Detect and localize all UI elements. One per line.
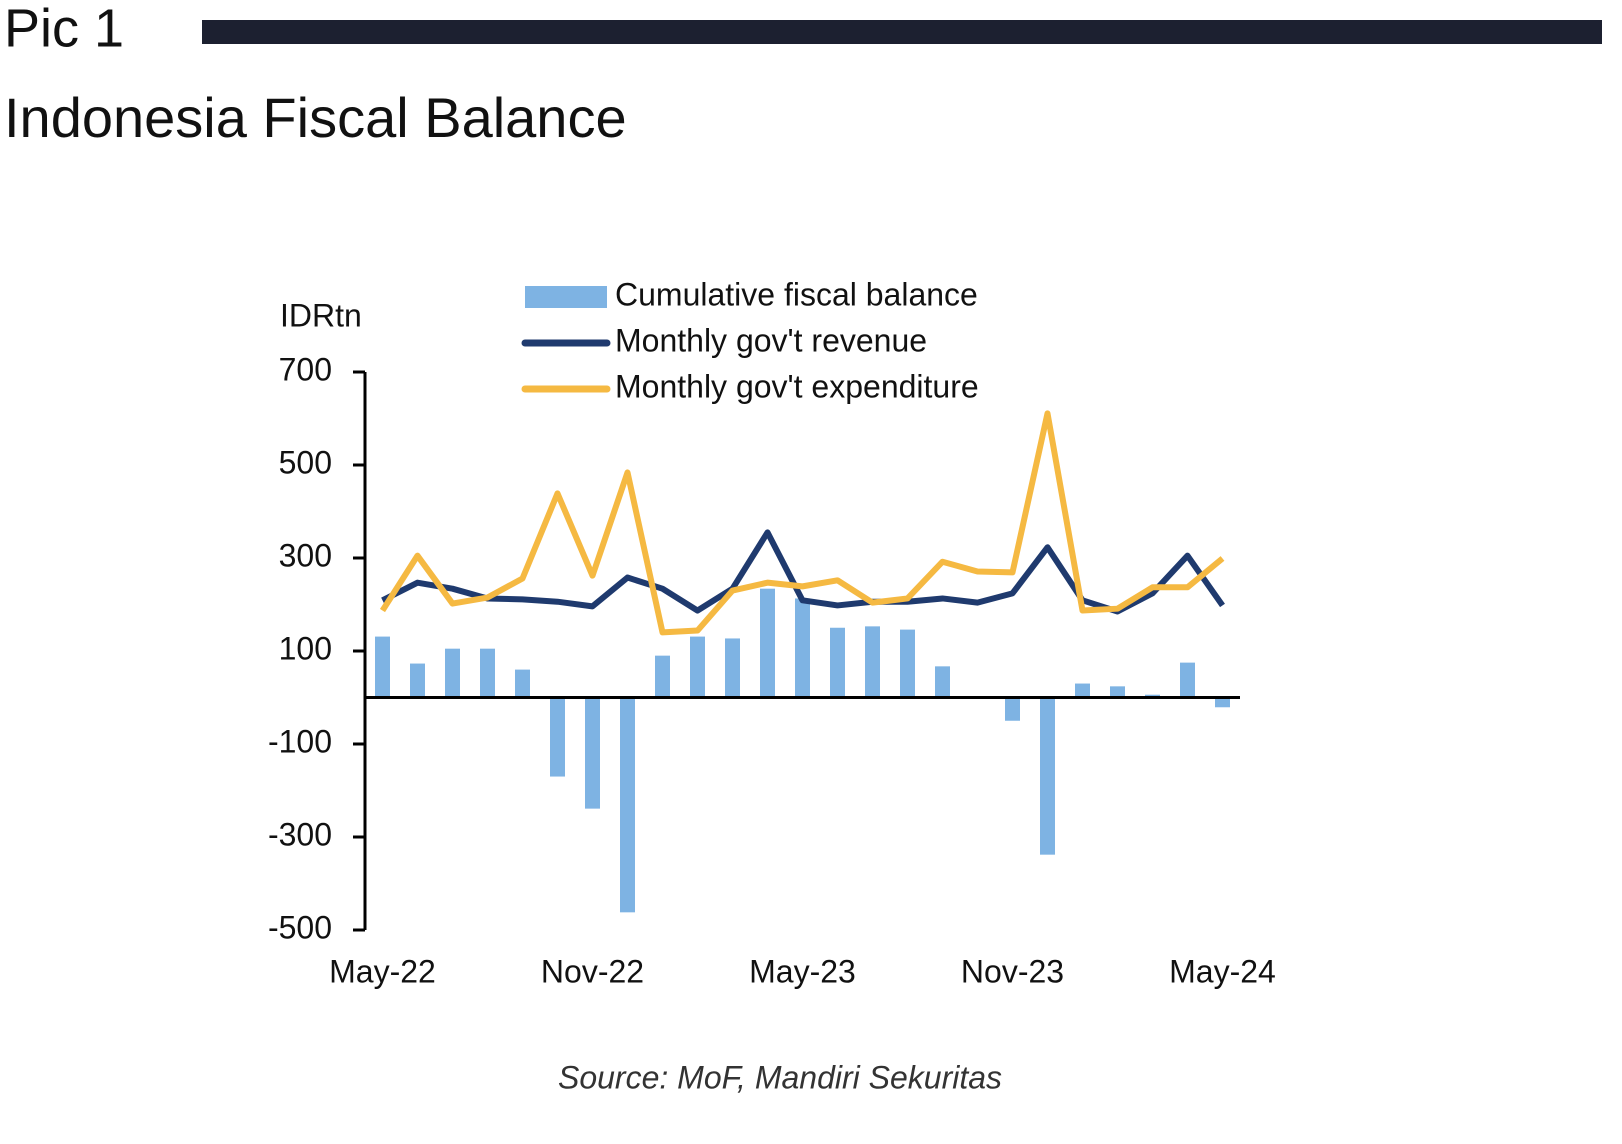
bar <box>375 636 390 698</box>
header-rule <box>202 20 1602 44</box>
source: Source: MoF, Mandiri Sekuritas <box>558 1059 1002 1095</box>
bar <box>900 629 915 698</box>
bar <box>830 627 845 698</box>
bar <box>1110 686 1125 698</box>
y-tick-label: 500 <box>279 444 332 480</box>
x-tick-label: May-22 <box>329 953 436 989</box>
bar <box>1040 697 1055 855</box>
bar <box>1180 662 1195 698</box>
bar <box>865 626 880 698</box>
legend-label: Monthly gov't revenue <box>615 322 927 358</box>
y-tick-label: -300 <box>268 816 332 852</box>
line <box>381 529 1225 615</box>
y-tick-label: -500 <box>268 909 332 945</box>
chart-title: Indonesia Fiscal Balance <box>4 86 627 149</box>
bar <box>725 638 740 698</box>
bar <box>795 598 810 698</box>
legend-swatch <box>525 286 607 308</box>
y-tick-label: 100 <box>279 630 332 666</box>
bar <box>690 636 705 698</box>
bar <box>480 648 495 698</box>
bar <box>410 663 425 698</box>
y-axis-label: IDRtn <box>280 297 362 333</box>
bar <box>445 648 460 698</box>
x-tick-label: May-23 <box>749 953 856 989</box>
bar <box>515 669 530 698</box>
y-tick-label: 300 <box>279 537 332 573</box>
x-tick-label: Nov-23 <box>961 953 1064 989</box>
x-tick-label: Nov-22 <box>541 953 644 989</box>
bar <box>655 655 670 698</box>
bar <box>935 666 950 698</box>
y-tick-label: 700 <box>279 351 332 387</box>
x-tick-label: May-24 <box>1169 953 1276 989</box>
header: Pic 1 <box>4 0 124 58</box>
bar <box>585 697 600 809</box>
y-tick-label: -100 <box>268 723 332 759</box>
bar <box>1075 683 1090 698</box>
bar <box>760 588 775 698</box>
bar <box>620 697 635 913</box>
bar <box>1215 697 1230 708</box>
line <box>379 410 1225 636</box>
bar <box>1005 697 1020 721</box>
legend-label: Monthly gov't expenditure <box>615 368 979 404</box>
legend-label: Cumulative fiscal balance <box>615 276 978 312</box>
bar <box>550 697 565 777</box>
